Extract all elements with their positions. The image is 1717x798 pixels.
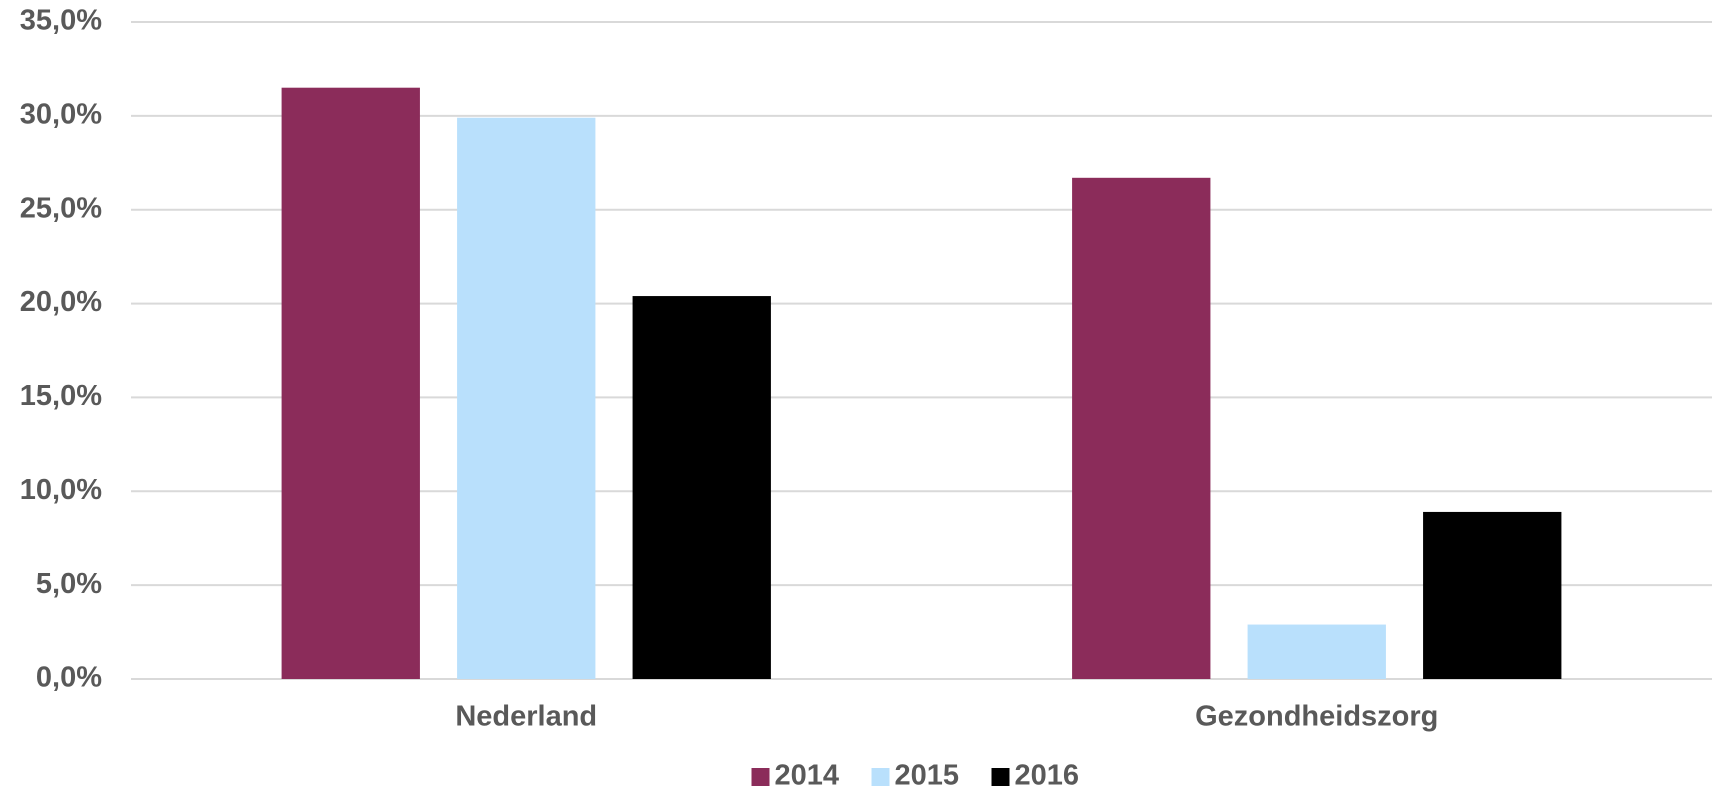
legend-label: 2016 <box>1015 760 1080 792</box>
y-tick-label: 15,0% <box>20 380 102 412</box>
bar <box>632 296 771 679</box>
bar <box>281 87 420 679</box>
legend-label: 2014 <box>775 760 840 792</box>
legend-label: 2015 <box>895 760 960 792</box>
bar <box>1072 177 1211 679</box>
x-tick-label: Gezondheidszorg <box>1195 701 1438 733</box>
y-tick-label: 10,0% <box>20 474 102 506</box>
y-tick-label: 20,0% <box>20 286 102 318</box>
bar <box>1423 511 1562 679</box>
x-tick-label: Nederland <box>455 701 597 733</box>
bar <box>457 117 596 680</box>
y-tick-label: 30,0% <box>20 99 102 131</box>
bar <box>1247 624 1386 679</box>
y-tick-label: 5,0% <box>36 568 102 600</box>
legend-swatch <box>871 768 890 786</box>
legend-swatch <box>751 768 770 786</box>
y-tick-label: 25,0% <box>20 192 102 224</box>
y-tick-label: 35,0% <box>20 5 102 37</box>
legend-swatch <box>991 768 1010 786</box>
y-tick-label: 0,0% <box>36 662 102 694</box>
